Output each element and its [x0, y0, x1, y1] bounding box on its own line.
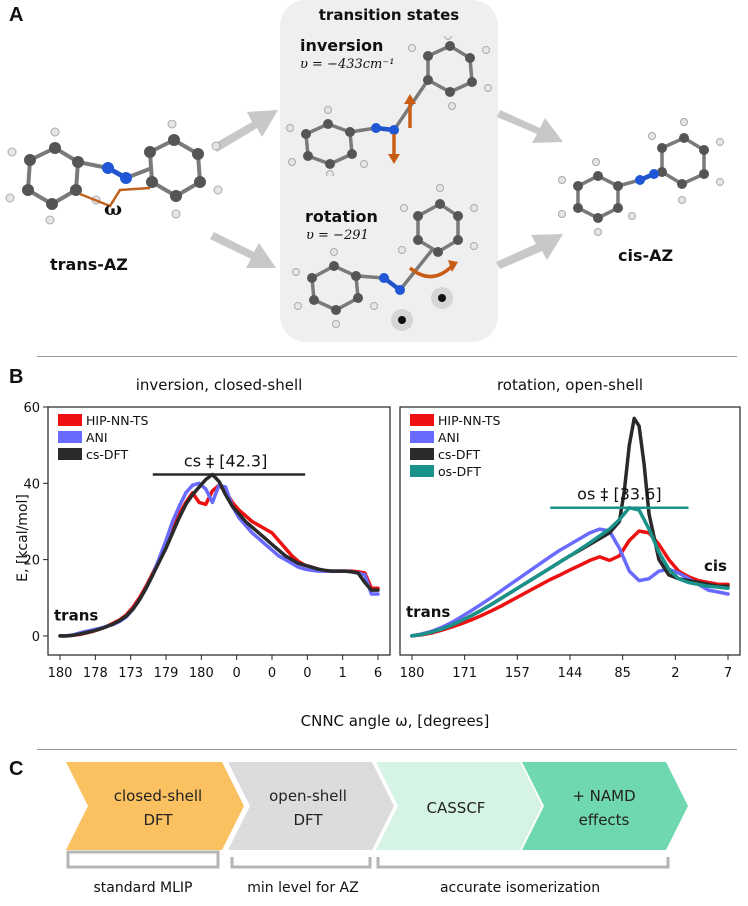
x-tick-label-1-2: 157	[505, 666, 530, 681]
cis-az-label: cis-AZ	[618, 246, 674, 265]
legend-swatch-0-1	[58, 431, 82, 443]
divider-b-c	[37, 749, 737, 750]
trans-label-right: trans	[406, 603, 450, 621]
chart-0-frame	[47, 406, 391, 656]
legend-label-0-0: HIP-NN-TS	[86, 413, 149, 428]
y-tick-label-20: 20	[23, 554, 40, 569]
x-axis-label: CNNC angle ω, [degrees]	[300, 712, 490, 730]
bracket-standard-mlip	[66, 850, 220, 858]
x-tick-label-1-0: 180	[400, 666, 425, 681]
legend-swatch-1-3	[410, 465, 434, 477]
bracket-label-standard-mlip: standard MLIP	[93, 880, 193, 896]
omega-symbol: ω	[104, 198, 123, 220]
arrow-inversion-to-cis	[497, 110, 563, 143]
series-line-hip-nn-ts-0	[58, 483, 380, 638]
chevron-namd-label-2: effects	[578, 811, 630, 829]
bracket-lines	[66, 857, 670, 869]
molecule-inversion-ts	[286, 36, 492, 176]
chevron-open-shell-dft	[228, 762, 394, 850]
x-tick-label-0-3: 179	[154, 666, 179, 681]
series-line-ani-1	[410, 527, 730, 638]
x-tick-label-0-7: 0	[303, 666, 311, 681]
process-arrows	[210, 110, 563, 269]
series-line-os-dft-1	[410, 505, 730, 638]
transition-states-title: transition states	[318, 6, 460, 24]
barrier-label-os: os ‡ [33.6]	[577, 485, 661, 504]
legend-swatch-1-0	[410, 414, 434, 426]
x-tick-label-1-3: 144	[558, 666, 583, 681]
x-tick-label-0-4: 180	[189, 666, 214, 681]
chevron-open-shell-label-2: DFT	[293, 811, 323, 829]
legend-swatch-1-2	[410, 448, 434, 460]
inversion-label: inversion	[300, 36, 384, 55]
x-tick-label-0-8: 1	[339, 666, 347, 681]
trans-az-label: trans-AZ	[50, 255, 128, 274]
panel-letter-a: A	[9, 4, 24, 26]
chevron-casscf-label: CASSCF	[426, 799, 486, 817]
series-line-hip-nn-ts-1	[410, 529, 730, 638]
x-tick-label-0-9: 6	[374, 666, 382, 681]
x-tick-label-0-2: 173	[118, 666, 143, 681]
legend-label-0-2: cs-DFT	[86, 447, 128, 462]
legend-label-1-1: ANI	[438, 430, 460, 445]
rotation-frequency: υ = −291	[306, 228, 369, 243]
x-tick-label-0-6: 0	[268, 666, 276, 681]
y-tick-label-60: 60	[23, 401, 40, 416]
bracket-label-min-level: min level for AZ	[247, 880, 359, 896]
molecule-trans-az	[5, 120, 223, 225]
x-tick-label-1-1: 171	[452, 666, 477, 681]
cis-label: cis	[704, 557, 727, 575]
arrow-trans-to-inversion	[212, 110, 278, 152]
energy-profile-charts: 0 20 40 60 180 178 173 179 180 0 0 0 1 6 HIP-NN-TS ANI c…	[23, 401, 741, 681]
arrow-rotation-to-cis	[496, 234, 563, 269]
x-tick-label-1-5: 2	[671, 666, 679, 681]
legend-label-1-3: os-DFT	[438, 464, 481, 479]
divider-a-b	[37, 356, 737, 357]
y-tick-label-40: 40	[23, 477, 40, 492]
x-tick-label-0-0: 180	[48, 666, 73, 681]
inversion-frequency: υ = −433cm⁻¹	[300, 57, 395, 72]
chevron-open-shell-label-1: open-shell	[269, 787, 347, 805]
y-tick-label-0: 0	[32, 630, 40, 645]
chevron-closed-shell-label-2: DFT	[143, 811, 173, 829]
x-tick-label-1-6: 7	[724, 666, 732, 681]
series-line-cs-dft-0	[58, 472, 380, 638]
legend-label-0-1: ANI	[86, 430, 108, 445]
transition-states-box	[280, 0, 498, 342]
legend-label-1-2: cs-DFT	[438, 447, 480, 462]
x-tick-label-0-1: 178	[83, 666, 108, 681]
chevron-closed-shell-dft	[66, 762, 244, 850]
x-tick-label-0-5: 0	[233, 666, 241, 681]
chevron-closed-shell-label-1: closed-shell	[113, 787, 203, 805]
x-tick-label-1-4: 85	[614, 666, 631, 681]
y-axis-label: E, [kcal/mol]	[15, 494, 31, 582]
molecule-rotation-ts	[292, 184, 478, 331]
series-line-ani-0	[58, 481, 380, 638]
legend-swatch-1-1	[410, 431, 434, 443]
bracket-label-accurate-isomerization: accurate isomerization	[439, 880, 601, 896]
legend-swatch-0-2	[58, 448, 82, 460]
molecule-cis-az	[558, 118, 724, 236]
barrier-label-cs: cs ‡ [42.3]	[184, 452, 267, 471]
chart-rotation-title: rotation, open-shell	[496, 376, 644, 394]
arrow-trans-to-rotation	[210, 232, 276, 268]
panel-letter-b: B	[9, 366, 24, 388]
legend-swatch-0-0	[58, 414, 82, 426]
rotation-label: rotation	[305, 207, 378, 226]
chevron-casscf	[376, 762, 542, 850]
chevron-namd-label-1: + NAMD	[572, 787, 636, 805]
legend-label-1-0: HIP-NN-TS	[438, 413, 501, 428]
chart-inversion-title: inversion, closed-shell	[135, 376, 303, 394]
chevron-namd	[522, 762, 688, 850]
trans-label-left: trans	[54, 607, 98, 625]
method-hierarchy-chevrons	[66, 762, 688, 858]
panel-letter-c: C	[9, 758, 24, 780]
